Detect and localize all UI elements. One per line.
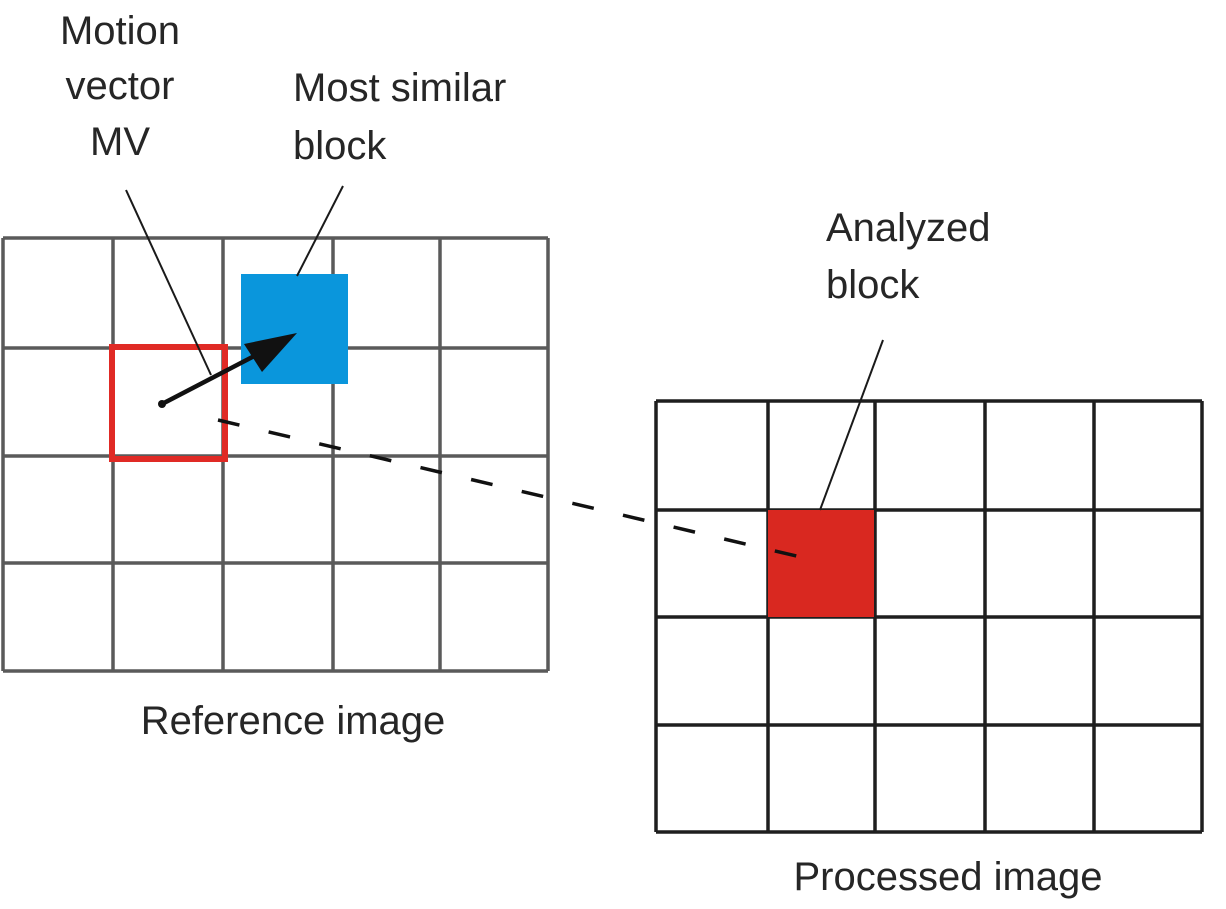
reference-image-caption-text: Reference image	[141, 699, 446, 743]
motion-vector-label: Motion vector MV	[60, 9, 180, 164]
reference-image-caption: Reference image	[141, 699, 446, 743]
most-similar-block-leader	[296, 185, 344, 277]
motion-vector-label-line2: vector	[66, 64, 175, 108]
motion-vector-arrow	[158, 333, 297, 408]
motion-vector-leader	[125, 189, 212, 376]
analyzed-block-leader	[819, 339, 884, 511]
most-similar-block-label-line1: Most similar	[293, 66, 506, 110]
search-block-outline	[109, 344, 228, 462]
reference-image-grid	[1, 236, 550, 673]
processed-image-caption: Processed image	[793, 855, 1102, 899]
most-similar-block-label-line2: block	[293, 124, 387, 168]
most-similar-block-label: Most similar block	[293, 66, 506, 168]
analyzed-block-label: Analyzed block	[826, 206, 991, 307]
motion-vector-label-line1: Motion	[60, 9, 180, 53]
most-similar-block	[241, 274, 348, 384]
motion-vector-label-line3: MV	[90, 120, 150, 164]
analyzed-block	[768, 510, 874, 617]
processed-image-grid	[654, 399, 1204, 834]
correspondence-dashed-line	[217, 418, 806, 560]
analyzed-block-label-line2: block	[826, 263, 920, 307]
processed-image-caption-text: Processed image	[793, 855, 1102, 899]
analyzed-block-label-line1: Analyzed	[826, 206, 991, 250]
